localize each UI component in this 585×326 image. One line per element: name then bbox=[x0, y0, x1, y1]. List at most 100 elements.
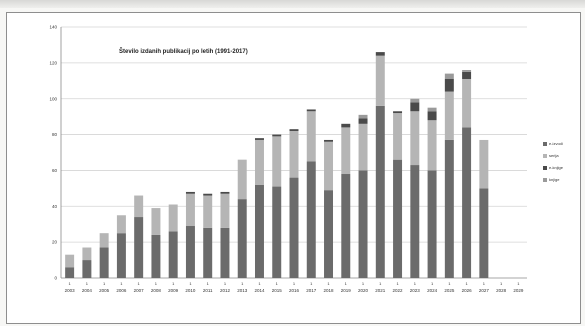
legend: e-izvodi serija e-knjige knjige bbox=[543, 139, 585, 187]
bar-e-izvodi-2023 bbox=[410, 165, 420, 278]
bar-e-izvodi-2025 bbox=[444, 139, 454, 278]
x-tick-label: 2012 bbox=[220, 288, 231, 293]
bar-data-label: 1 bbox=[396, 281, 399, 286]
x-tick-label: 2003 bbox=[65, 288, 76, 293]
y-tick-label: 140 bbox=[49, 25, 57, 30]
bar-data-label: 1 bbox=[103, 281, 106, 286]
x-tick-label: 2009 bbox=[168, 288, 179, 293]
bar-data-label: 1 bbox=[86, 281, 89, 286]
bar-e-izvodi-2022 bbox=[393, 159, 403, 278]
bar-e-izvodi-2018 bbox=[324, 190, 334, 278]
bar-serija-2013 bbox=[237, 159, 247, 200]
bar-serija-2027 bbox=[479, 139, 489, 189]
bar-e-izvodi-2017 bbox=[306, 161, 316, 278]
legend-swatch bbox=[543, 153, 547, 158]
x-tick-label: 2014 bbox=[254, 288, 265, 293]
bar-e-knjige-2022 bbox=[393, 111, 403, 114]
bar-serija-2011 bbox=[203, 195, 213, 228]
bar-serija-2014 bbox=[254, 139, 264, 185]
bar-e-izvodi-2003 bbox=[65, 267, 75, 278]
bar-e-knjige-2026 bbox=[462, 71, 472, 79]
bar-data-label: 1 bbox=[362, 281, 365, 286]
bar-data-label: 1 bbox=[448, 281, 451, 286]
x-tick-label: 2029 bbox=[513, 288, 524, 293]
bar-serija-2020 bbox=[358, 123, 368, 171]
bar-serija-2022 bbox=[393, 113, 403, 160]
bar-e-izvodi-2021 bbox=[375, 105, 385, 278]
x-tick-label: 2008 bbox=[151, 288, 162, 293]
x-tick-label: 2019 bbox=[341, 288, 352, 293]
legend-swatch bbox=[543, 177, 547, 182]
x-tick-label: 2020 bbox=[358, 288, 369, 293]
x-tick-label: 2022 bbox=[393, 288, 404, 293]
chart-title: Število izdanih publikacij po letih (199… bbox=[119, 49, 248, 55]
bar-data-label: 1 bbox=[483, 281, 486, 286]
bar-serija-2019 bbox=[341, 127, 351, 175]
bar-e-izvodi-2020 bbox=[358, 170, 368, 278]
bar-e-knjige-2023 bbox=[410, 102, 420, 112]
bar-serija-2009 bbox=[168, 204, 178, 232]
x-tick-label: 2021 bbox=[375, 288, 386, 293]
bar-serija-2005 bbox=[99, 233, 109, 248]
bar-data-label: 1 bbox=[345, 281, 348, 286]
bar-serija-2023 bbox=[410, 111, 420, 166]
bar-e-izvodi-2007 bbox=[134, 217, 144, 278]
bar-e-izvodi-2026 bbox=[462, 127, 472, 279]
bar-e-izvodi-2012 bbox=[220, 227, 230, 278]
bar-e-knjige-2018 bbox=[324, 139, 334, 142]
bar-e-knjige-2014 bbox=[254, 138, 264, 140]
bar-e-izvodi-2011 bbox=[203, 227, 213, 278]
bar-e-knjige-2024 bbox=[427, 111, 437, 121]
legend-item: e-knjige bbox=[543, 163, 585, 172]
bar-data-label: 1 bbox=[207, 281, 210, 286]
bar-data-label: 1 bbox=[241, 281, 244, 286]
bar-serija-2017 bbox=[306, 111, 316, 162]
bar-serija-2007 bbox=[134, 195, 144, 218]
bar-e-knjige-2011 bbox=[203, 193, 213, 196]
bar-serija-2026 bbox=[462, 78, 472, 128]
bar-data-label: 1 bbox=[224, 281, 227, 286]
x-tick-label: 2024 bbox=[427, 288, 438, 293]
y-tick-label: 120 bbox=[49, 60, 57, 65]
x-tick-label: 2028 bbox=[496, 288, 507, 293]
x-tick-label: 2016 bbox=[289, 288, 300, 293]
legend-item: e-izvodi bbox=[543, 139, 585, 148]
y-tick-label: 0 bbox=[54, 276, 57, 281]
y-tick-label: 80 bbox=[52, 132, 58, 137]
x-tick-label: 2010 bbox=[185, 288, 196, 293]
bar-data-label: 1 bbox=[138, 281, 141, 286]
bar-e-knjige-2025 bbox=[444, 78, 454, 92]
x-tick-label: 2026 bbox=[462, 288, 473, 293]
y-tick-label: 20 bbox=[52, 240, 58, 245]
bar-e-izvodi-2014 bbox=[254, 184, 264, 278]
bar-data-label: 1 bbox=[155, 281, 158, 286]
bar-data-label: 1 bbox=[120, 281, 123, 286]
bar-data-label: 1 bbox=[69, 281, 72, 286]
bar-serija-2018 bbox=[324, 141, 334, 191]
legend-label: serija bbox=[549, 153, 559, 158]
bar-e-knjige-2010 bbox=[185, 191, 195, 194]
bar-e-izvodi-2027 bbox=[479, 188, 489, 278]
bar-e-knjige-2021 bbox=[375, 52, 385, 56]
legend-label: knjige bbox=[549, 177, 560, 182]
bar-e-knjige-2015 bbox=[272, 134, 282, 137]
bar-data-label: 1 bbox=[189, 281, 192, 286]
bar-e-knjige-2017 bbox=[306, 109, 316, 112]
bar-knjige-2025 bbox=[444, 73, 454, 79]
bar-data-label: 1 bbox=[465, 281, 468, 286]
x-tick-label: 2027 bbox=[479, 288, 490, 293]
chart-frame: 0 20 40 60 80 100 120 140 1 2003 1 2004 1 2005 1 2006 1 2… bbox=[6, 12, 581, 324]
x-tick-label: 2011 bbox=[203, 288, 213, 293]
bar-data-label: 1 bbox=[517, 281, 520, 286]
bar-knjige-2026 bbox=[462, 70, 472, 72]
legend-swatch bbox=[543, 141, 547, 146]
bar-data-label: 1 bbox=[414, 281, 417, 286]
bar-knjige-2023 bbox=[410, 98, 420, 103]
bar-data-label: 1 bbox=[276, 281, 279, 286]
bar-e-izvodi-2008 bbox=[151, 234, 161, 278]
bar-e-izvodi-2013 bbox=[237, 199, 247, 278]
bar-data-label: 1 bbox=[310, 281, 313, 286]
bar-serija-2008 bbox=[151, 208, 161, 235]
x-tick-label: 2025 bbox=[444, 288, 455, 293]
